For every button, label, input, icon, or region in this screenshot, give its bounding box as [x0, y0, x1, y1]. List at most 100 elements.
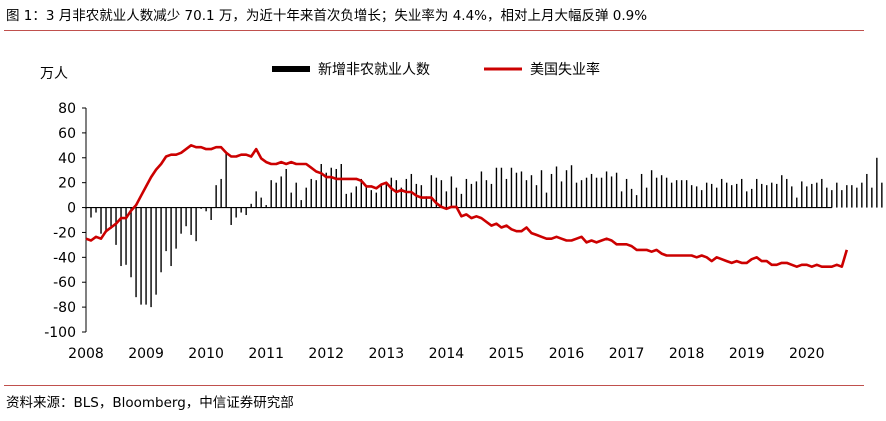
payroll-bar: [430, 175, 433, 208]
payroll-bar: [265, 205, 267, 208]
payroll-bar: [816, 182, 818, 208]
payroll-bar: [335, 168, 337, 208]
payroll-bar: [160, 207, 162, 273]
source-note: 资料来源：BLS，Bloomberg，中信证券研究部: [6, 395, 294, 411]
payroll-bar: [320, 164, 322, 208]
payroll-bar: [735, 183, 738, 208]
payroll-bar: [690, 185, 693, 208]
x-tick-label: 2019: [729, 346, 765, 362]
payroll-bar: [640, 173, 643, 208]
payroll-bar: [705, 182, 708, 208]
bottom-rule: [4, 385, 864, 386]
payroll-bar: [270, 180, 272, 208]
payroll-bar: [225, 151, 227, 208]
payroll-bar: [315, 180, 317, 208]
y-tick-label: 60: [58, 126, 76, 142]
payroll-bar: [645, 187, 648, 208]
payroll-bar: [786, 178, 788, 208]
payroll-bar: [746, 191, 748, 208]
payroll-bar: [801, 181, 803, 208]
payroll-bar: [145, 207, 147, 305]
payroll-bar: [585, 177, 588, 208]
unemployment-line: [85, 144, 849, 269]
payroll-bar: [761, 183, 763, 208]
y-tick-label: 20: [58, 176, 76, 192]
payroll-bar: [140, 207, 142, 305]
payroll-bar: [851, 185, 853, 208]
payroll-bar: [756, 178, 758, 208]
payroll-bar: [100, 207, 102, 234]
payroll-bar: [605, 171, 608, 208]
y-tick-label: 40: [58, 151, 76, 167]
payroll-bar: [595, 177, 598, 208]
payroll-bar: [95, 207, 97, 213]
payroll-bar: [881, 182, 883, 208]
payroll-bar: [440, 180, 443, 208]
payroll-bar: [390, 177, 393, 208]
payroll-bar: [505, 178, 508, 208]
payroll-bar: [525, 180, 528, 208]
payroll-bar: [120, 207, 122, 267]
payroll-bar: [495, 167, 498, 208]
payroll-bar: [385, 182, 388, 208]
x-tick-label: 2016: [549, 346, 585, 362]
payroll-bar: [635, 195, 638, 208]
legend-label-payrolls: 新增非农就业人数: [318, 62, 430, 78]
payroll-bar: [490, 183, 493, 208]
payroll-bar: [300, 200, 302, 208]
payroll-bar: [475, 181, 478, 208]
payroll-bar: [630, 188, 633, 208]
payroll-bar: [791, 186, 793, 208]
payroll-bar: [545, 192, 548, 208]
payroll-bar: [685, 180, 688, 208]
y-tick-labels: -100 -80 -60 -40 -20 0 20 40 60 80: [44, 101, 86, 341]
payroll-bar: [806, 186, 808, 208]
x-tick-label: 2008: [68, 346, 104, 362]
payroll-bar: [135, 207, 137, 298]
payroll-bar: [725, 182, 728, 208]
y-tick-label: -20: [53, 225, 76, 241]
payroll-bar: [485, 180, 488, 208]
payroll-bar: [465, 178, 468, 208]
payroll-bar: [215, 185, 217, 208]
x-tick-label: 2009: [128, 346, 164, 362]
payroll-bar: [195, 207, 197, 242]
x-tick-labels: 2008 2009 2010 2011 2012 2013 2014 2015 2016 2017…: [68, 346, 824, 362]
payroll-bar: [235, 207, 237, 218]
payroll-bar: [841, 190, 843, 208]
payroll-bar: [660, 175, 663, 208]
payroll-bar: [600, 177, 603, 208]
y-tick-label: -40: [53, 250, 76, 266]
payroll-bar: [610, 176, 613, 208]
payroll-bar: [625, 178, 628, 208]
payroll-bar: [425, 196, 428, 208]
payroll-bar: [130, 207, 132, 278]
payroll-bar: [275, 182, 277, 208]
payroll-bar: [240, 207, 242, 213]
payroll-bar: [310, 178, 312, 208]
payroll-bar: [700, 190, 703, 208]
payroll-bar: [520, 171, 523, 208]
legend-label-unemployment: 美国失业率: [530, 61, 600, 78]
x-tick-label: 2014: [429, 346, 465, 362]
payroll-bar: [826, 187, 828, 208]
payroll-bar: [861, 182, 863, 208]
payroll-bar: [510, 167, 513, 208]
payroll-bar: [445, 191, 448, 208]
payroll-bar: [200, 207, 202, 209]
payroll-bar: [530, 175, 533, 208]
payroll-bar: [565, 170, 568, 208]
payroll-bar: [500, 167, 503, 208]
payroll-bar: [245, 207, 247, 216]
payroll-bar: [655, 177, 658, 208]
payroll-bar: [150, 207, 152, 308]
payroll-bar: [715, 187, 718, 208]
y-tick-label: 0: [67, 201, 76, 217]
payroll-bar: [280, 176, 282, 208]
payroll-bar: [535, 185, 538, 208]
payroll-bar: [260, 197, 262, 208]
payroll-bar: [620, 191, 623, 208]
payroll-bar: [776, 183, 778, 208]
payroll-bar: [811, 183, 813, 208]
